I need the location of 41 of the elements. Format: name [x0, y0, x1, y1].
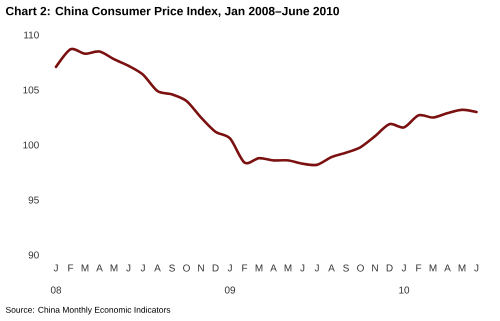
x-tick-label: F — [416, 264, 422, 272]
x-tick-label: A — [328, 264, 335, 272]
x-tick-label: J — [54, 264, 58, 272]
chart-title: Chart 2: China Consumer Price Index, Jan 2008–June 2010 — [6, 6, 340, 18]
text: 10 — [399, 286, 410, 294]
x-tick-label: M — [458, 264, 466, 272]
x-tick-label: N — [198, 264, 204, 272]
x-tick-label: J — [314, 264, 319, 272]
text: 09 — [224, 286, 236, 294]
x-tick-label: S — [169, 264, 175, 272]
x-tick-label: D — [386, 264, 393, 272]
x-tick-label: O — [357, 264, 364, 272]
x-tick-label: F — [68, 264, 74, 272]
x-tick-label: M — [110, 264, 118, 272]
x-tick-label: M — [256, 264, 262, 272]
y-tick-label: 95 — [28, 196, 39, 204]
y-tick-label: 110 — [24, 31, 39, 39]
x-tick-label: S — [343, 264, 349, 272]
y-tick-label: 90 — [28, 251, 39, 259]
x-tick-label: N — [372, 264, 378, 272]
x-tick-label: J — [300, 264, 304, 272]
x-tick-label: D — [212, 264, 219, 272]
source-note: Source: China Monthly Economic Indicators — [6, 306, 170, 314]
y-tick-label: 100 — [23, 141, 39, 149]
x-tick-label: J — [474, 264, 478, 272]
x-tick-label: J — [402, 264, 406, 272]
x-tick-label: M — [430, 264, 436, 272]
x-tick-label: A — [96, 264, 103, 272]
x-tick-label: A — [270, 264, 277, 272]
x-tick-label: M — [82, 264, 88, 272]
x-tick-label: A — [154, 264, 161, 272]
text: 08 — [50, 286, 62, 294]
y-tick-label: 105 — [23, 86, 39, 94]
x-tick-label: O — [183, 264, 190, 272]
x-tick-label: J — [140, 264, 145, 272]
line-series — [54, 48, 478, 166]
x-tick-label: A — [444, 264, 451, 272]
x-tick-label: J — [228, 264, 232, 272]
x-tick-label: J — [126, 264, 130, 272]
x-tick-label: M — [284, 264, 292, 272]
x-tick-label: F — [242, 264, 248, 272]
